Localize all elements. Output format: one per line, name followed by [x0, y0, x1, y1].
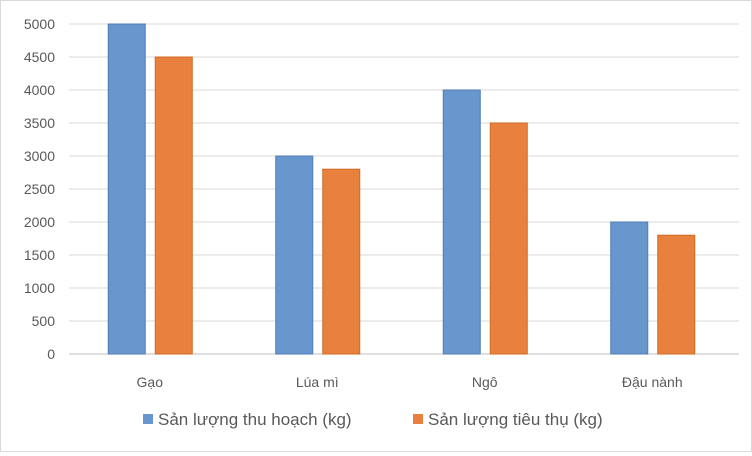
- bar: [154, 56, 193, 355]
- legend-label: Sản lượng thu hoạch (kg): [158, 410, 352, 429]
- y-tick-label: 3000: [24, 148, 55, 164]
- y-tick-label: 4500: [24, 49, 55, 65]
- x-tick-label: Gạo: [137, 374, 164, 390]
- y-tick-label: 500: [32, 313, 56, 329]
- y-tick-label: 4000: [24, 82, 55, 98]
- bar: [489, 122, 528, 355]
- legend-swatch: [143, 414, 153, 424]
- x-tick-label: Đậu nành: [622, 374, 683, 390]
- x-tick-label: Ngô: [472, 374, 498, 390]
- legend-label: Sản lượng tiêu thụ (kg): [428, 410, 603, 429]
- y-tick-label: 0: [47, 346, 55, 362]
- bar: [322, 168, 361, 355]
- y-tick-label: 2000: [24, 214, 55, 230]
- y-tick-label: 2500: [24, 181, 55, 197]
- bar: [275, 155, 314, 355]
- y-tick-label: 5000: [24, 16, 55, 32]
- x-tick-label: Lúa mì: [296, 374, 339, 390]
- y-tick-label: 1500: [24, 247, 55, 263]
- legend-swatch: [413, 414, 423, 424]
- bar: [657, 234, 696, 355]
- bar: [107, 23, 146, 355]
- y-tick-label: 1000: [24, 280, 55, 296]
- bar: [610, 221, 649, 355]
- y-tick-label: 3500: [24, 115, 55, 131]
- bar: [442, 89, 481, 355]
